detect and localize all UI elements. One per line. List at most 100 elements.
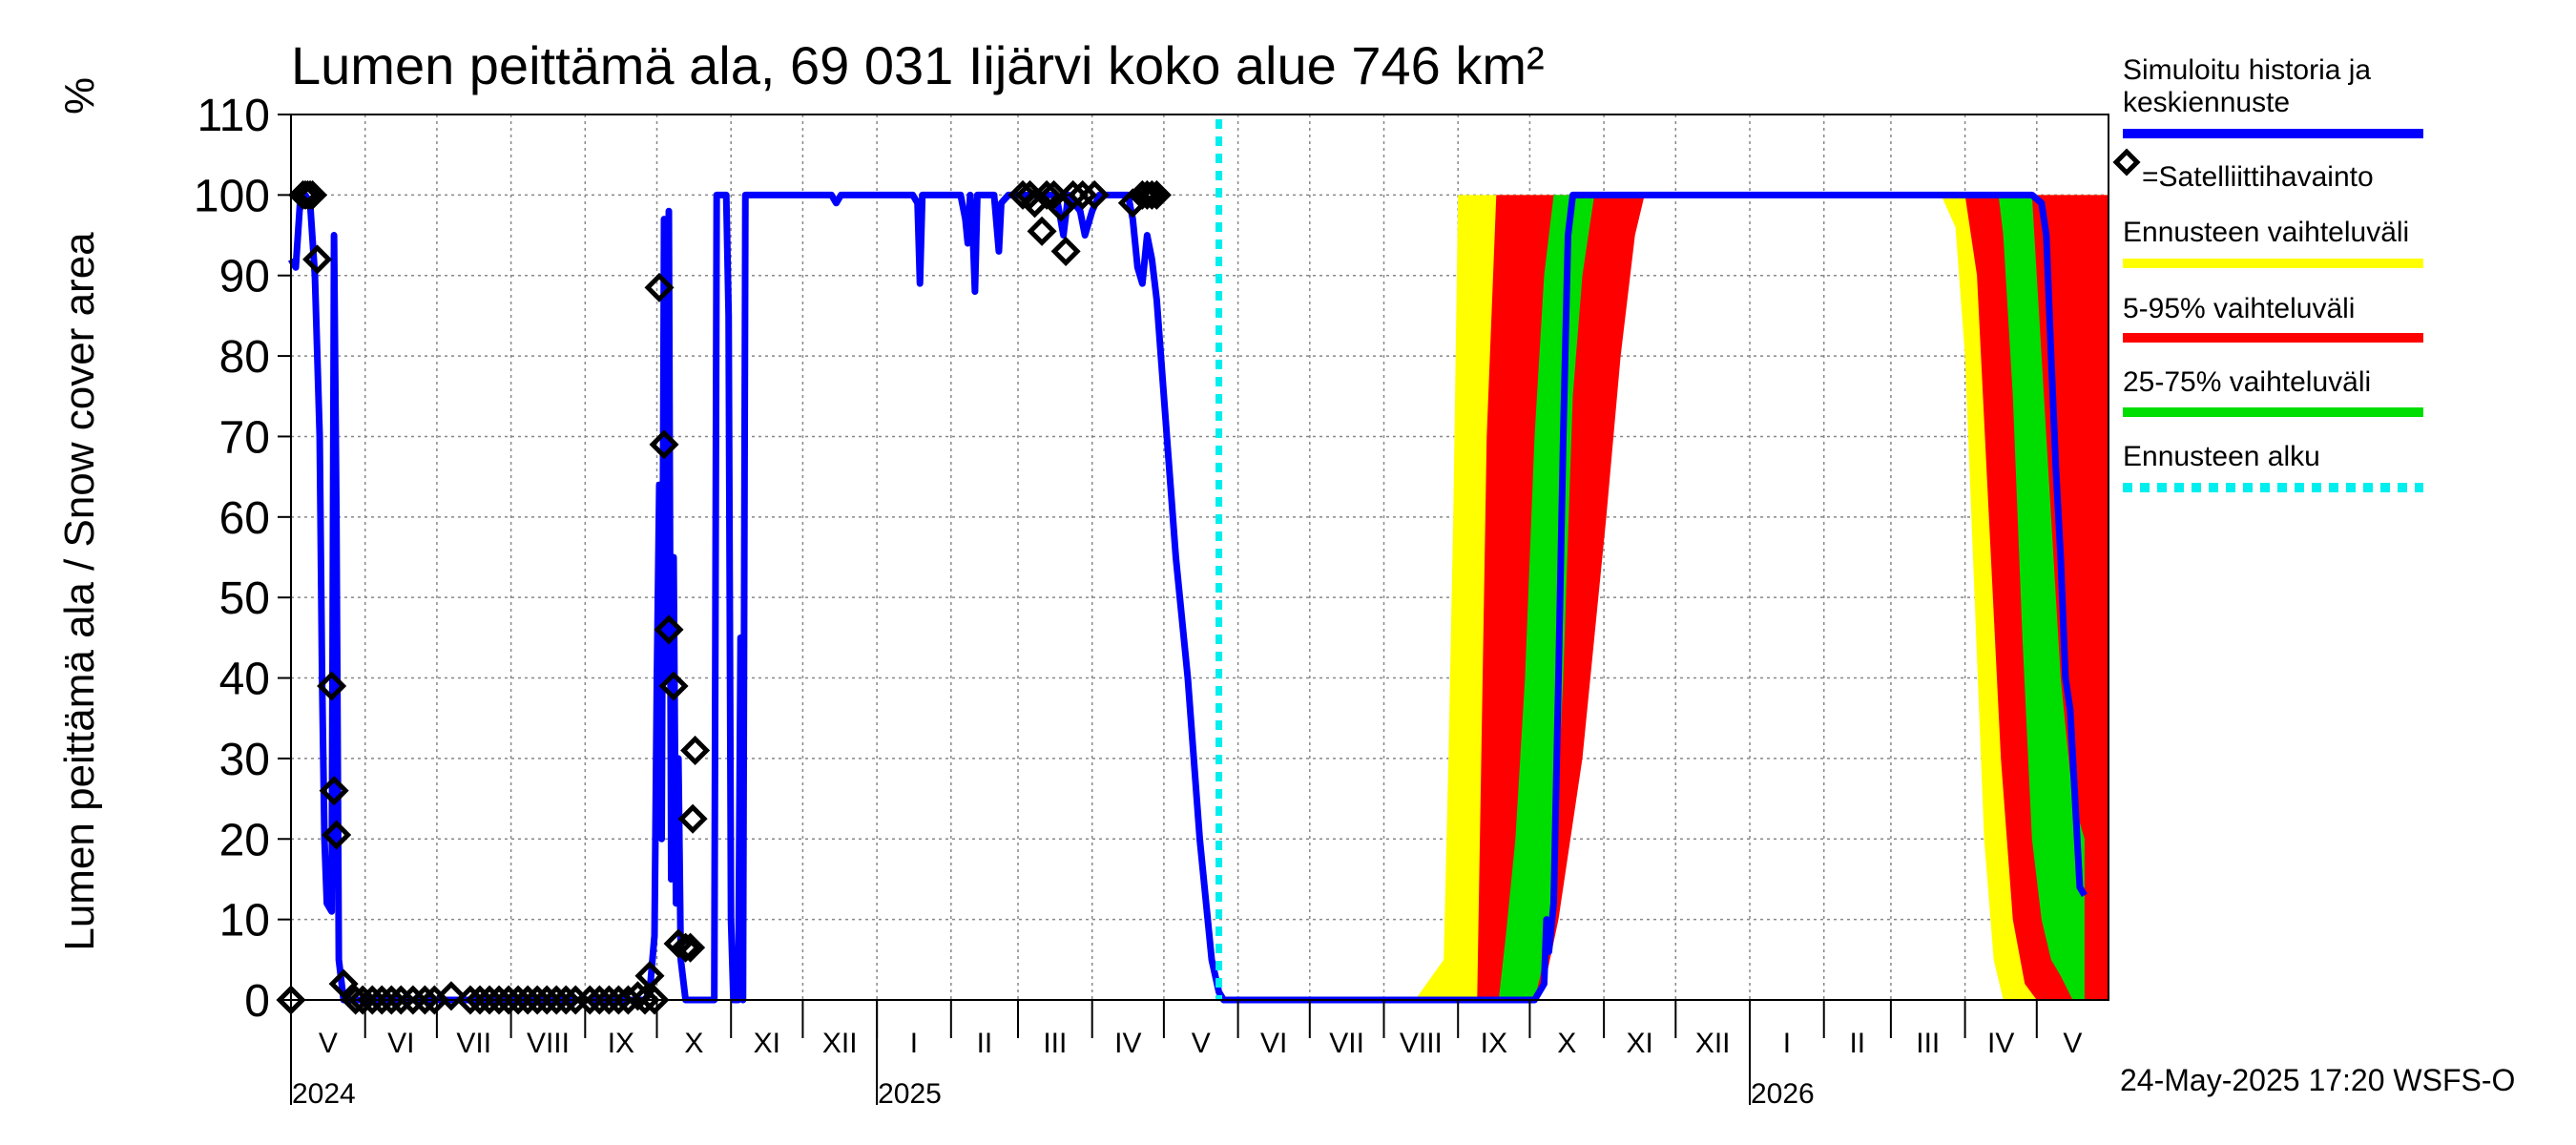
month-label: V [319, 1028, 338, 1059]
plot-frame [290, 114, 2109, 1001]
observation-marker [357, 985, 387, 1015]
observation-marker [1079, 179, 1110, 210]
month-label: V [1192, 1028, 1211, 1059]
observation-marker [551, 985, 581, 1015]
observation-marker [503, 985, 533, 1015]
observation-marker [1136, 179, 1167, 210]
observation-marker [675, 932, 706, 963]
observation-marker [649, 429, 679, 460]
month-label: XI [1627, 1028, 1653, 1059]
observation-marker [322, 820, 352, 850]
y-tick-label: 40 [219, 655, 270, 705]
legend-marker [2112, 148, 2141, 177]
observation-marker [574, 985, 605, 1015]
observation-marker [1039, 179, 1070, 210]
y-tick-label: 10 [219, 896, 270, 947]
month-label: VIII [527, 1028, 570, 1059]
month-label: IX [608, 1028, 634, 1059]
observation-marker [644, 272, 675, 302]
y-tick-label: 30 [219, 735, 270, 785]
observation-marker [1050, 236, 1081, 266]
observation-marker [409, 985, 440, 1015]
y-tick-label: 90 [219, 252, 270, 302]
observation-marker [680, 735, 711, 766]
y-tick-label: 0 [244, 976, 270, 1027]
observation-marker [1132, 179, 1162, 210]
month-label: V [2063, 1028, 2082, 1059]
month-label: XII [1695, 1028, 1731, 1059]
month-label: I [1783, 1028, 1791, 1059]
observation-marker [584, 985, 614, 1015]
month-label: XI [754, 1028, 780, 1059]
observation-marker [319, 776, 349, 806]
month-label: XII [822, 1028, 858, 1059]
observation-marker [376, 985, 406, 1015]
observation-marker [1031, 179, 1062, 210]
observation-marker [658, 671, 689, 701]
month-label: III [1043, 1028, 1067, 1059]
observation-marker [474, 985, 505, 1015]
observation-marker [484, 985, 514, 1015]
observation-marker [317, 671, 347, 701]
month-label: III [1916, 1028, 1940, 1059]
legend-label: keskiennuste [2123, 87, 2290, 118]
legend-label: =Satelliittihavainto [2142, 161, 2374, 193]
observation-marker [654, 614, 684, 645]
y-tick-label: 100 [194, 171, 270, 221]
observation-marker [1027, 216, 1057, 246]
observation-marker [677, 803, 708, 834]
y-tick-label: 60 [219, 493, 270, 544]
observation-marker [465, 985, 495, 1015]
observation-marker [634, 961, 665, 991]
month-label: VI [1260, 1028, 1287, 1059]
month-label: IV [1114, 1028, 1141, 1059]
year-label: 2026 [1751, 1078, 1815, 1110]
month-label: II [977, 1028, 993, 1059]
observation-marker [1141, 179, 1172, 210]
observation-marker [298, 179, 328, 210]
observation-marker [1008, 179, 1038, 210]
y-tick-label: 80 [219, 332, 270, 383]
observation-marker [493, 985, 524, 1015]
month-label: VII [1329, 1028, 1364, 1059]
month-label: IV [1987, 1028, 2014, 1059]
observation-marker [522, 985, 552, 1015]
observation-markers [276, 179, 1172, 1015]
observation-marker [347, 985, 378, 1015]
month-label: VI [387, 1028, 414, 1059]
legend-label: Ennusteen alku [2123, 441, 2320, 472]
y-axis-unit: % [56, 77, 103, 114]
observation-marker [302, 244, 333, 275]
observation-marker [671, 932, 701, 963]
year-label: 2025 [878, 1078, 942, 1110]
y-tick-label: 110 [197, 91, 270, 141]
observation-marker [366, 985, 397, 1015]
month-label: X [1557, 1028, 1576, 1059]
year-label: 2024 [292, 1078, 356, 1110]
band-25-75-vaihteluv-li [1498, 195, 2085, 1000]
observation-marker [593, 985, 624, 1015]
observation-marker [639, 985, 670, 1015]
observation-marker [541, 985, 571, 1015]
month-label: X [684, 1028, 703, 1059]
month-label: VII [456, 1028, 491, 1059]
y-tick-label: 70 [219, 412, 270, 463]
legend-label: Simuloitu historia ja [2123, 54, 2371, 86]
series-lines [287, 119, 2088, 1004]
month-label: IX [1481, 1028, 1507, 1059]
observation-marker [455, 985, 486, 1015]
chart-title: Lumen peittämä ala, 69 031 Iijärvi koko … [291, 35, 1545, 95]
y-axis-label: Lumen peittämä ala / Snow cover area [56, 232, 103, 951]
observation-marker [328, 968, 359, 999]
y-tick-label: 50 [219, 573, 270, 624]
observation-marker [630, 985, 660, 1015]
legend-label: Ennusteen vaihteluväli [2123, 217, 2409, 248]
month-label: II [1849, 1028, 1865, 1059]
observation-marker [1058, 179, 1089, 210]
footer-timestamp: 24-May-2025 17:20 WSFS-O [2120, 1063, 2515, 1097]
observation-marker [531, 985, 562, 1015]
